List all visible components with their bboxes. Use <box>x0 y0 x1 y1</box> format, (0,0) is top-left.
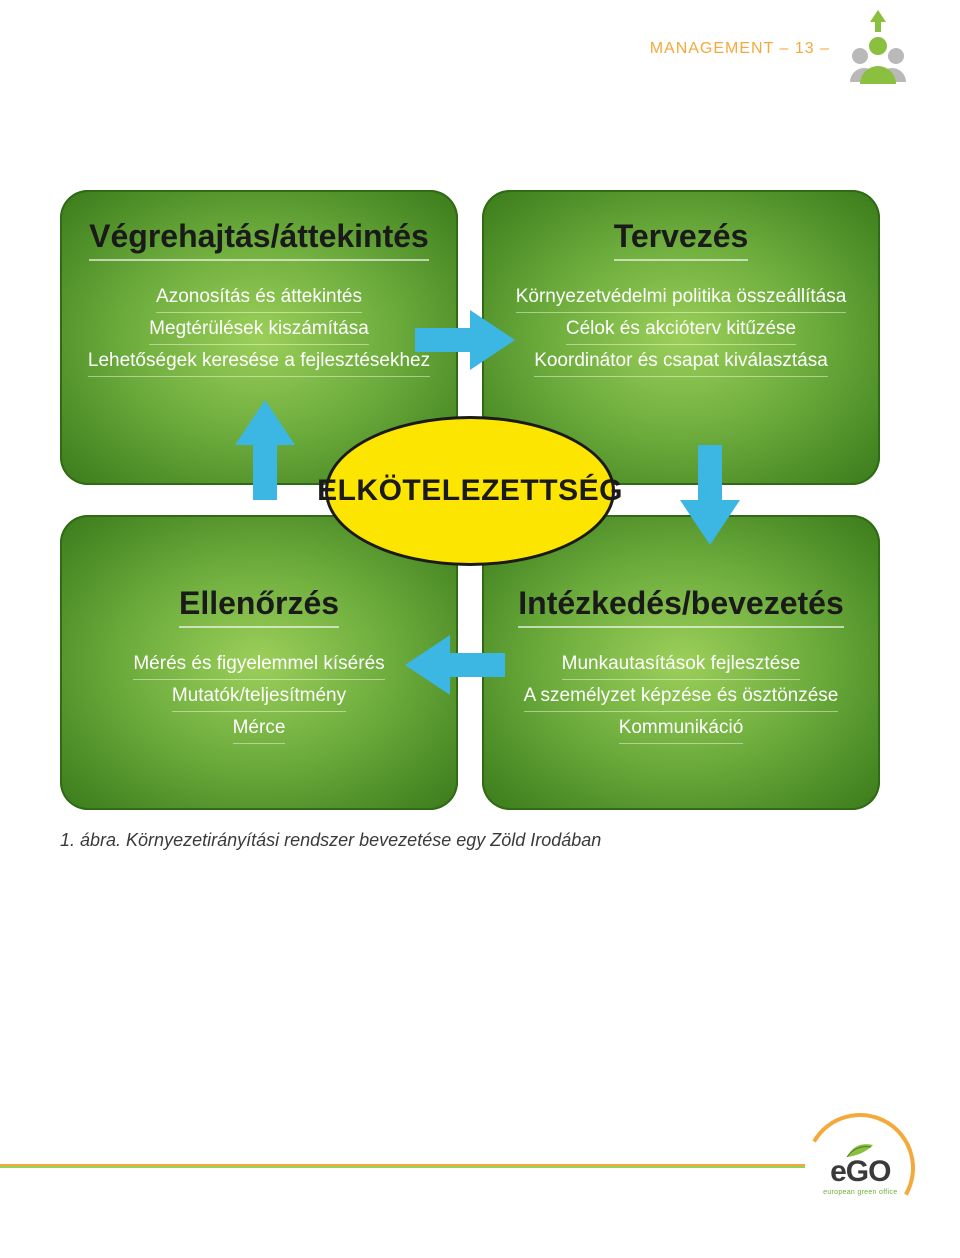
box-line: Mérce <box>233 714 286 744</box>
box-line: Azonosítás és áttekintés <box>156 283 362 313</box>
box-body: Környezetvédelmi politika összeállítása … <box>482 283 880 379</box>
box-body: Mérés és figyelemmel kísérés Mutatók/tel… <box>60 650 458 746</box>
logo-subtext: european green office <box>823 1189 897 1196</box>
box-line: Környezetvédelmi politika összeállítása <box>516 283 847 313</box>
box-title: Végrehajtás/áttekintés <box>89 218 429 261</box>
box-title: Ellenőrzés <box>179 585 339 628</box>
box-line: Célok és akcióterv kitűzése <box>566 315 796 345</box>
arrow-up-icon <box>235 400 295 500</box>
box-title: Intézkedés/bevezetés <box>518 585 844 628</box>
arrow-left-icon <box>405 635 505 695</box>
box-title: Tervezés <box>614 218 749 261</box>
logo-text: eGO <box>823 1155 897 1189</box>
figure-caption: 1. ábra. Környezetirányítási rendszer be… <box>60 830 601 851</box>
arrow-right-icon <box>415 310 515 370</box>
box-line: Koordinátor és csapat kiválasztása <box>534 347 828 377</box>
footer-logo: eGO european green office <box>793 1101 928 1236</box>
box-line: Mutatók/teljesítmény <box>172 682 346 712</box>
box-intezkedes: Intézkedés/bevezetés Munkautasítások fej… <box>482 515 880 810</box>
box-line: Munkautasítások fejlesztése <box>562 650 801 680</box>
box-line: Lehetőségek keresése a fejlesztésekhez <box>88 347 430 377</box>
box-line: Kommunikáció <box>619 714 744 744</box>
box-line: A személyzet képzése és ösztönzése <box>524 682 839 712</box>
box-body: Azonosítás és áttekintés Megtérülések ki… <box>60 283 458 379</box>
box-body: Munkautasítások fejlesztése A személyzet… <box>482 650 880 746</box>
center-ellipse: ELKÖTELEZETTSÉG <box>325 416 615 566</box>
box-line: Megtérülések kiszámítása <box>149 315 369 345</box>
cycle-diagram: Végrehajtás/áttekintés Azonosítás és átt… <box>60 190 880 810</box>
people-up-icon <box>846 10 910 90</box>
box-ellenorzes: Ellenőrzés Mérés és figyelemmel kísérés … <box>60 515 458 810</box>
arrow-down-icon <box>680 445 740 545</box>
page: MANAGEMENT – 13 – Végrehajtás/áttekintés… <box>0 0 960 1258</box>
center-label: ELKÖTELEZETTSÉG <box>317 474 623 508</box>
box-line: Mérés és figyelemmel kísérés <box>133 650 384 680</box>
page-header-text: MANAGEMENT – 13 – <box>650 40 830 58</box>
footer-rule <box>0 1164 830 1168</box>
